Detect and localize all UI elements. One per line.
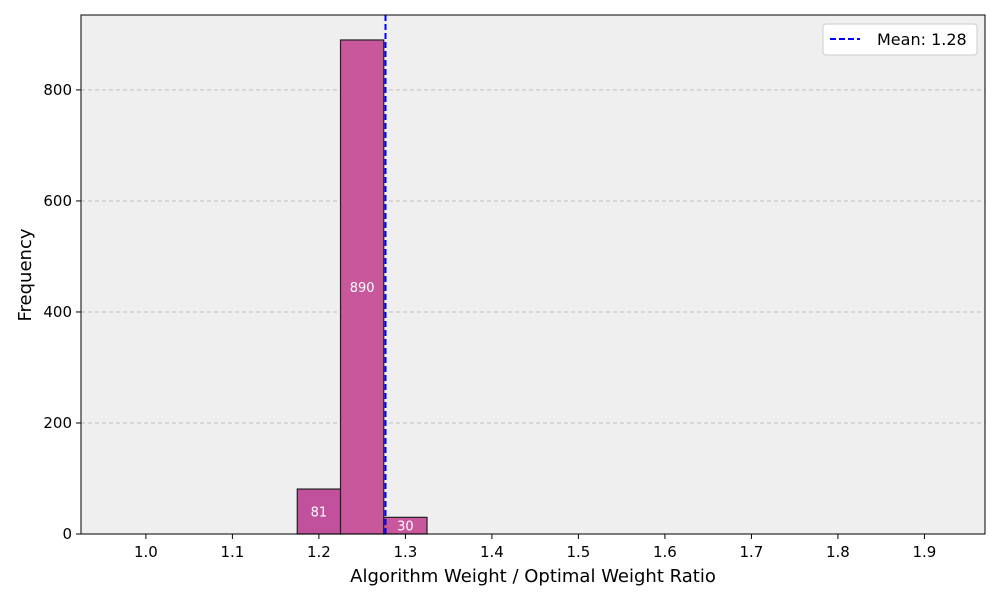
y-axis-title: Frequency bbox=[15, 228, 36, 321]
legend: Mean: 1.28 bbox=[822, 23, 978, 56]
grid-lines bbox=[81, 89, 985, 424]
y-tick-label: 800 bbox=[43, 81, 72, 99]
x-tick-label: 1.7 bbox=[740, 543, 764, 561]
y-axis-ticks: 0 200 400 600 800 bbox=[43, 81, 81, 543]
histogram-bars: 81 890 30 bbox=[124, 39, 947, 535]
x-tick-label: 1.6 bbox=[653, 543, 677, 561]
x-tick-label: 1.4 bbox=[480, 543, 504, 561]
bar-value-label: 890 bbox=[350, 281, 375, 296]
x-tick-label: 1.8 bbox=[826, 543, 850, 561]
x-tick-label: 1.0 bbox=[134, 543, 158, 561]
x-tick-label: 1.2 bbox=[307, 543, 331, 561]
bar-value-label: 81 bbox=[311, 506, 328, 521]
x-tick-label: 1.5 bbox=[566, 543, 590, 561]
histogram-bar bbox=[339, 39, 385, 535]
x-axis-ticks: 1.0 1.1 1.2 1.3 1.4 1.5 1.6 1.7 1.8 1.9 bbox=[134, 534, 936, 561]
x-tick-label: 1.1 bbox=[220, 543, 244, 561]
x-tick-label: 1.9 bbox=[913, 543, 937, 561]
y-tick-label: 200 bbox=[43, 414, 72, 432]
y-tick-label: 0 bbox=[62, 525, 72, 543]
x-tick-label: 1.3 bbox=[393, 543, 417, 561]
x-axis-title: Algorithm Weight / Optimal Weight Ratio bbox=[350, 566, 716, 587]
legend-mean-label: Mean: 1.28 bbox=[877, 30, 967, 49]
y-tick-label: 600 bbox=[43, 192, 72, 210]
plot-area bbox=[81, 15, 985, 534]
y-tick-label: 400 bbox=[43, 303, 72, 321]
bar-value-label: 30 bbox=[397, 520, 414, 535]
legend-box bbox=[822, 23, 978, 56]
plot-frame bbox=[80, 14, 986, 535]
